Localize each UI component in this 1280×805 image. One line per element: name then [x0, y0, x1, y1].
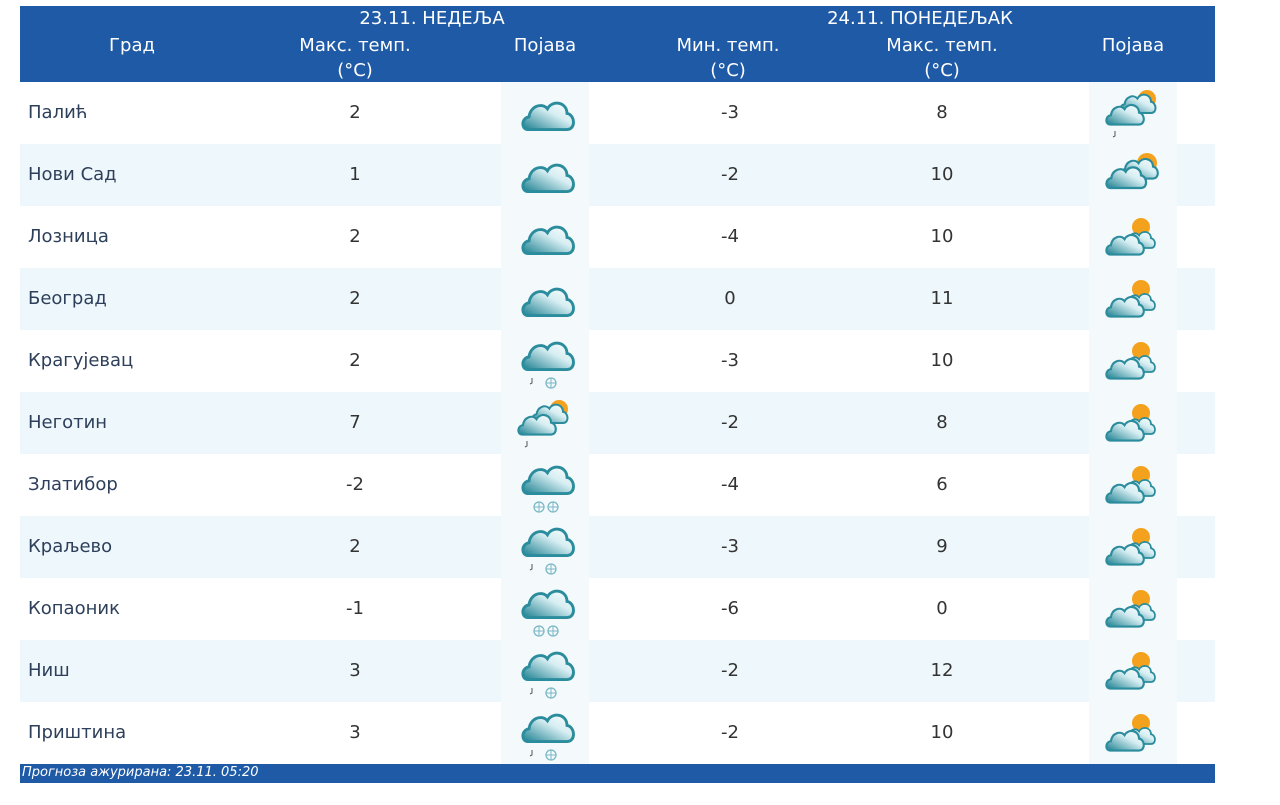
d1-max-temp: 1: [349, 164, 361, 185]
city-name: Лозница: [28, 226, 109, 247]
d1-max-temp: -2: [346, 474, 364, 495]
table-row: Палић 2 -3 8: [20, 82, 1215, 144]
cloud-rain-snow-icon: [501, 702, 589, 764]
d1-max-temp: 7: [349, 412, 361, 433]
d2-max-temp: 9: [936, 536, 948, 557]
table-row: Београд 2 0 11: [20, 268, 1215, 330]
d2-min-temp: -4: [721, 226, 739, 247]
d2-min-temp: -2: [721, 660, 739, 681]
city-name: Копаоник: [28, 598, 120, 619]
partly-cloudy-icon: [1089, 330, 1177, 392]
d2-max-temp: 10: [930, 350, 954, 371]
cloud-rain-snow-icon: [501, 640, 589, 702]
header-d2-max: Макс. темп.: [886, 35, 998, 56]
partly-cloudy-icon: [1089, 454, 1177, 516]
table-body: Палић 2 -3 8 Нови Сад 1 -2 10 Лозница 2 …: [20, 82, 1215, 764]
d1-max-temp: -1: [346, 598, 364, 619]
city-name: Златибор: [28, 474, 118, 495]
d1-max-temp: 3: [349, 722, 361, 743]
partly-cloudy-icon: [1089, 268, 1177, 330]
city-name: Нови Сад: [28, 164, 117, 185]
city-name: Ниш: [28, 660, 70, 681]
d1-max-temp: 2: [349, 536, 361, 557]
table-row: Лозница 2 -4 10: [20, 206, 1215, 268]
cloudy-icon: [501, 82, 589, 144]
partly-cloudy-icon: [1089, 640, 1177, 702]
d2-min-temp: -6: [721, 598, 739, 619]
d2-min-temp: -4: [721, 474, 739, 495]
update-time: Прогноза ажурирана: 23.11. 05:20: [22, 765, 259, 780]
cloudy-icon: [501, 144, 589, 206]
d1-max-temp: 2: [349, 350, 361, 371]
header-d2-phenomenon: Појава: [1101, 35, 1165, 56]
d2-max-temp: 8: [936, 102, 948, 123]
partly-cloudy-icon: [1089, 516, 1177, 578]
d2-max-temp: 10: [930, 722, 954, 743]
city-name: Крагујевац: [28, 350, 134, 371]
table-row: Копаоник -1 -6 0: [20, 578, 1215, 640]
d2-max-temp: 10: [930, 164, 954, 185]
cloudy-icon: [501, 268, 589, 330]
d2-max-temp: 11: [930, 288, 954, 309]
d2-min-temp: -3: [721, 536, 739, 557]
partly-cloudy-rain-icon: [501, 392, 589, 454]
d2-max-temp: 10: [930, 226, 954, 247]
d2-min-temp: -3: [721, 350, 739, 371]
partly-cloudy-rain-icon: [1089, 82, 1177, 144]
table-header: Град 23.11. НЕДЕЉА Макс. темп. (°C) Поја…: [20, 6, 1215, 82]
partly-cloudy-dark-icon: [1089, 144, 1177, 206]
table-row: Неготин 7 -2 8: [20, 392, 1215, 454]
table-row: Златибор -2 -4 6: [20, 454, 1215, 516]
header-d1-max-unit: (°C): [337, 60, 373, 81]
table-row: Ниш 3 -2 12: [20, 640, 1215, 702]
d1-max-temp: 2: [349, 288, 361, 309]
city-name: Приштина: [28, 722, 127, 743]
city-name: Београд: [28, 288, 107, 309]
d2-min-temp: -2: [721, 722, 739, 743]
partly-cloudy-icon: [1089, 392, 1177, 454]
header-d2-min-unit: (°C): [710, 60, 746, 81]
d2-max-temp: 8: [936, 412, 948, 433]
header-d2-min: Мин. темп.: [676, 35, 780, 56]
cloud-rain-snow-icon: [501, 516, 589, 578]
city-name: Краљево: [28, 536, 113, 557]
d2-min-temp: -3: [721, 102, 739, 123]
d2-min-temp: -2: [721, 412, 739, 433]
table-row: Нови Сад 1 -2 10: [20, 144, 1215, 206]
forecast-table: Град 23.11. НЕДЕЉА Макс. темп. (°C) Поја…: [20, 6, 1215, 764]
header-d1-max: Макс. темп.: [299, 35, 411, 56]
partly-cloudy-icon: [1089, 702, 1177, 764]
city-name: Палић: [28, 102, 88, 123]
d2-max-temp: 12: [930, 660, 954, 681]
header-d1-phenomenon: Појава: [513, 35, 577, 56]
d1-max-temp: 3: [349, 660, 361, 681]
header-d2-max-unit: (°C): [924, 60, 960, 81]
d1-max-temp: 2: [349, 102, 361, 123]
cloudy-icon: [501, 206, 589, 268]
footer-bar: Прогноза ажурирана: 23.11. 05:20: [20, 764, 1215, 783]
d2-max-temp: 0: [936, 598, 948, 619]
header-day1: 23.11. НЕДЕЉА: [359, 8, 505, 29]
cloud-snow-icon: [501, 578, 589, 640]
d2-min-temp: 0: [724, 288, 736, 309]
header-city: Град: [109, 35, 155, 56]
d2-min-temp: -2: [721, 164, 739, 185]
d2-max-temp: 6: [936, 474, 948, 495]
table-row: Приштина 3 -2 10: [20, 702, 1215, 764]
partly-cloudy-icon: [1089, 578, 1177, 640]
table-row: Краљево 2 -3 9: [20, 516, 1215, 578]
header-day2: 24.11. ПОНЕДЕЉАК: [827, 8, 1013, 29]
cloud-rain-snow-icon: [501, 330, 589, 392]
table-row: Крагујевац 2 -3 10: [20, 330, 1215, 392]
cloud-snow-icon: [501, 454, 589, 516]
city-name: Неготин: [28, 412, 108, 433]
d1-max-temp: 2: [349, 226, 361, 247]
partly-cloudy-icon: [1089, 206, 1177, 268]
